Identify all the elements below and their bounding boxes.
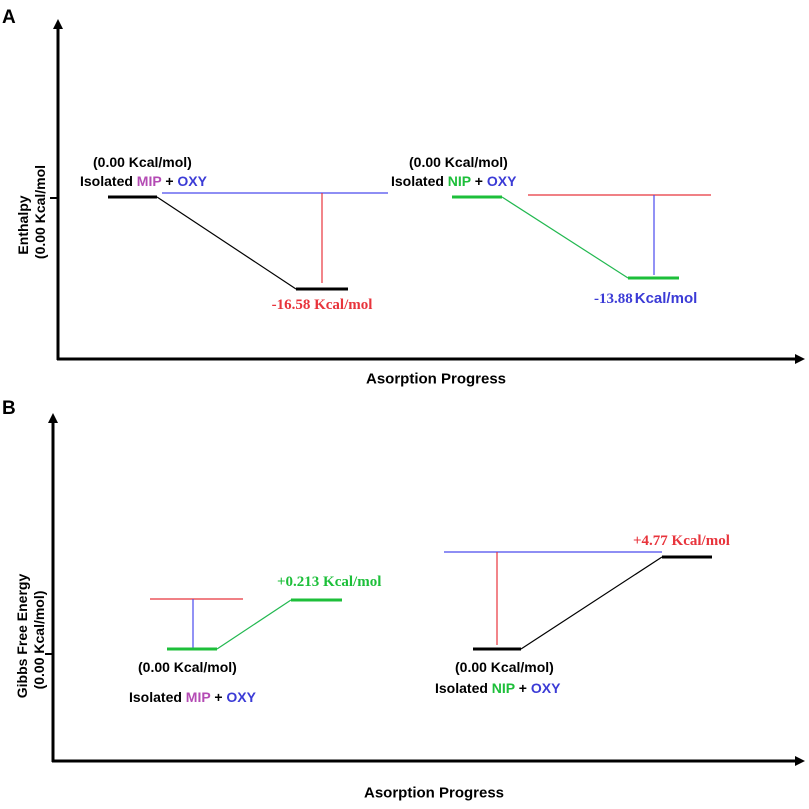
oxy-word: OXY bbox=[531, 680, 561, 696]
nip-start-value-b: (0.00 Kcal/mol) bbox=[455, 659, 554, 675]
panel-a: A Enthalpy (0.00 Kcal/mol Asorption Prog… bbox=[2, 7, 805, 387]
oxy-word: OXY bbox=[487, 173, 517, 189]
mip-connector-b bbox=[216, 599, 292, 650]
isolated-word: Isolated bbox=[435, 680, 488, 696]
isolated-word: Isolated bbox=[80, 173, 133, 189]
panel-b-ylabel-line2: (0.00 Kcal/mol) bbox=[31, 591, 47, 690]
mip-word: MIP bbox=[137, 173, 162, 189]
isolated-word: Isolated bbox=[129, 689, 182, 705]
nip-word: NIP bbox=[448, 173, 471, 189]
mip-end-value-a: -16.58 Kcal/mol bbox=[272, 297, 373, 313]
mip-connector-a bbox=[156, 196, 297, 290]
isolated-word: Isolated bbox=[391, 173, 444, 189]
nip-isolated-label-a: Isolated NIP + OXY bbox=[391, 173, 517, 189]
panel-b: B Gibbs Free Energy (0.00 Kcal/mol) Asor… bbox=[2, 398, 805, 801]
mip-word: MIP bbox=[186, 689, 211, 705]
mip-isolated-label-b: Isolated MIP + OXY bbox=[129, 689, 257, 705]
nip-start-value-a: (0.00 Kcal/mol) bbox=[409, 154, 508, 170]
panel-a-ylabel-line1: Enthalpy bbox=[15, 195, 31, 254]
mip-isolated-label-a: Isolated MIP + OXY bbox=[80, 173, 208, 189]
panel-a-letter: A bbox=[2, 7, 16, 28]
plus-sign: + bbox=[214, 689, 222, 705]
panel-b-xlabel: Asorption Progress bbox=[364, 784, 504, 801]
plus-sign: + bbox=[165, 173, 173, 189]
nip-connector-a bbox=[501, 196, 629, 279]
panel-b-letter: B bbox=[2, 398, 16, 419]
plus-sign: + bbox=[519, 680, 527, 696]
plus-sign: + bbox=[475, 173, 483, 189]
nip-word: NIP bbox=[492, 680, 515, 696]
nip-end-unit-a: Kcal/mol bbox=[635, 290, 698, 307]
panel-a-ylabel-line2: (0.00 Kcal/mol bbox=[32, 165, 48, 259]
panel-b-ylabel-line1: Gibbs Free Energy bbox=[14, 574, 30, 699]
panel-a-xlabel: Asorption Progress bbox=[366, 370, 506, 387]
nip-end-value-a: -13.88 Kcal/mol bbox=[594, 290, 697, 307]
mip-end-value-b: +0.213 Kcal/mol bbox=[277, 574, 381, 590]
nip-connector-b bbox=[520, 556, 663, 650]
nip-end-number-a: -13.88 bbox=[594, 291, 633, 307]
mip-start-value-a: (0.00 Kcal/mol) bbox=[93, 154, 192, 170]
oxy-word: OXY bbox=[177, 173, 207, 189]
oxy-word: OXY bbox=[226, 689, 256, 705]
mip-start-value-b: (0.00 Kcal/mol) bbox=[138, 659, 237, 675]
nip-isolated-label-b: Isolated NIP + OXY bbox=[435, 680, 561, 696]
nip-end-value-b: +4.77 Kcal/mol bbox=[633, 533, 730, 549]
